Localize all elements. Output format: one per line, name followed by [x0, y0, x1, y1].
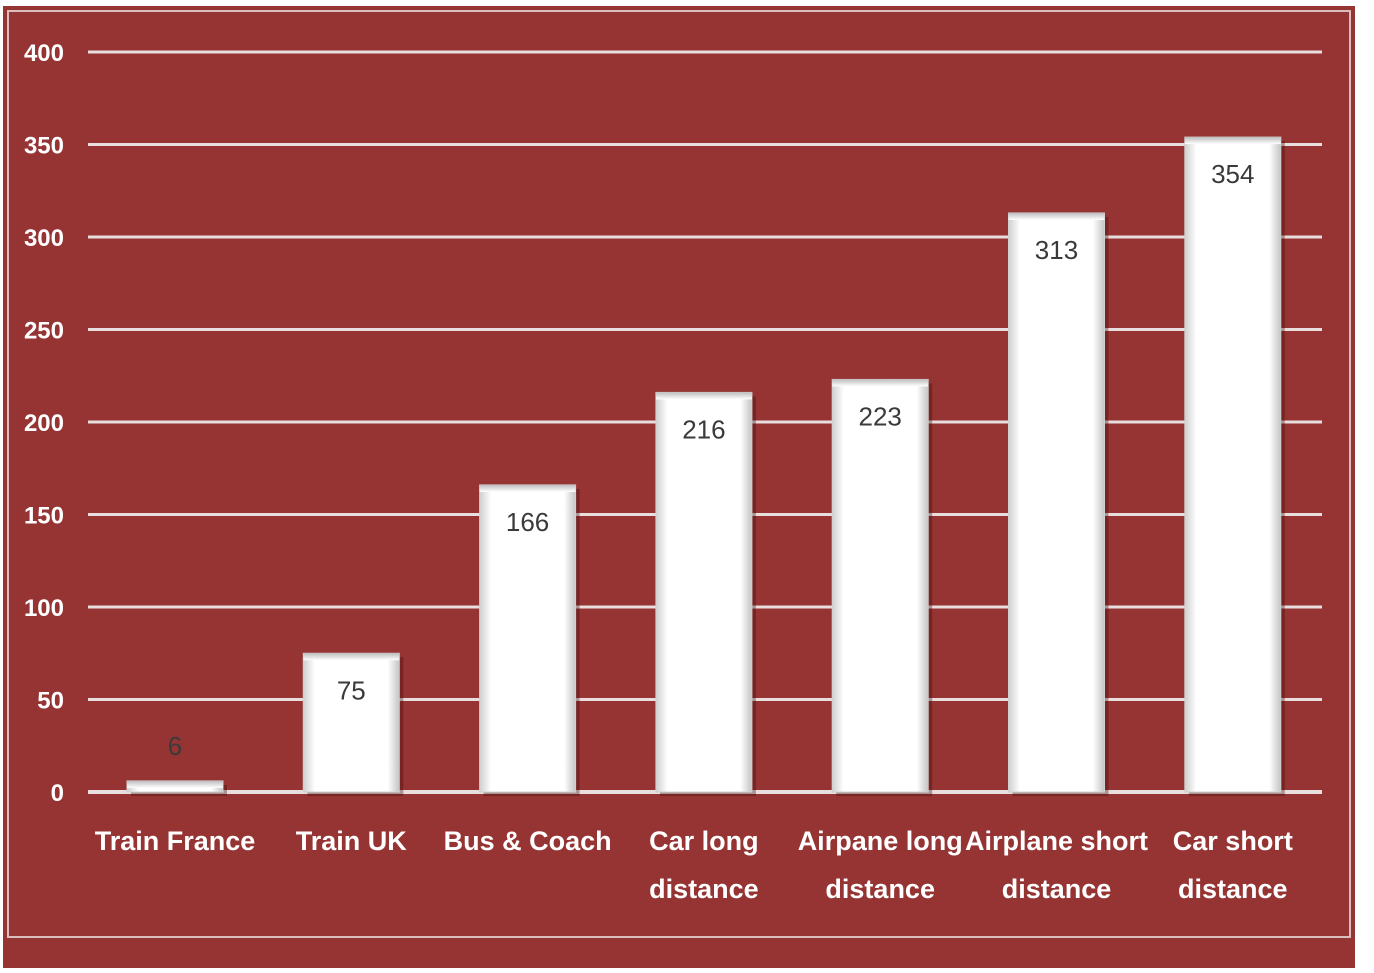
bar-group — [126, 780, 227, 796]
y-tick-label: 300 — [24, 225, 64, 252]
bar-group — [831, 378, 933, 796]
y-tick-label: 0 — [51, 780, 64, 807]
data-label: 6 — [168, 731, 182, 761]
bar — [1008, 212, 1105, 793]
x-category-label: distance — [649, 874, 759, 904]
bars — [126, 136, 1285, 797]
data-label: 216 — [682, 414, 725, 444]
bar-group — [655, 391, 756, 796]
y-tick-label: 150 — [24, 503, 64, 530]
data-label: 223 — [859, 401, 902, 431]
data-label: 166 — [506, 507, 549, 537]
bar-group — [479, 484, 580, 796]
bar-top-bevel — [127, 780, 223, 788]
bar-top-bevel — [1184, 137, 1281, 145]
x-axis-category-labels: Train France Train UK Bus & Coach Car long d… — [95, 826, 1293, 904]
bar-group — [302, 652, 404, 796]
x-category-label: distance — [825, 874, 935, 904]
bar — [1184, 136, 1282, 793]
y-tick-label: 100 — [24, 595, 64, 622]
data-label: 75 — [337, 675, 366, 705]
bar-top-bevel — [479, 484, 576, 492]
bar — [831, 378, 929, 793]
bar-group — [1184, 136, 1285, 797]
data-label: 313 — [1035, 235, 1078, 265]
bar — [479, 484, 577, 793]
x-category-label: Car long — [649, 826, 759, 856]
data-label: 354 — [1211, 159, 1254, 189]
y-tick-label: 250 — [24, 318, 64, 345]
bar — [302, 652, 400, 793]
bar-group — [1008, 212, 1109, 796]
gridlines — [88, 50, 1322, 794]
x-category-label: Car short — [1173, 826, 1293, 856]
data-labels: 6 75 166 216 223 313 354 — [168, 159, 1255, 761]
bar-top-bevel — [1008, 212, 1105, 220]
x-category-label: Airplane short — [965, 826, 1148, 856]
x-category-label: distance — [1178, 874, 1288, 904]
y-axis-tick-labels: 0 50 100 150 200 250 300 350 400 — [24, 40, 64, 807]
x-category-label: Bus & Coach — [444, 826, 612, 856]
bar — [655, 391, 753, 793]
x-category-label: Train UK — [296, 826, 408, 856]
bar-top-bevel — [655, 392, 752, 400]
y-tick-label: 200 — [24, 410, 64, 437]
y-tick-label: 50 — [37, 688, 64, 715]
bar-top-bevel — [303, 653, 400, 661]
y-tick-label: 350 — [24, 133, 64, 160]
x-category-label: Airpane long — [798, 826, 963, 856]
y-tick-label: 400 — [24, 40, 64, 67]
x-category-label: distance — [1002, 874, 1112, 904]
bar-top-bevel — [832, 379, 929, 387]
x-category-label: Train France — [95, 826, 256, 856]
